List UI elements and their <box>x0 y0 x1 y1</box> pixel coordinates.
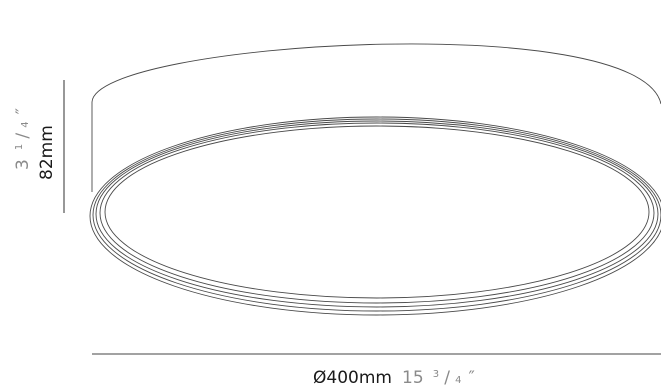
height-imperial-label: 3 1 / 4 ″ <box>7 108 33 170</box>
diffuser-ring-fourth <box>99 122 655 304</box>
diffuser-ring-third <box>95 120 659 308</box>
fixture-top-rim <box>91 43 661 105</box>
diffuser-rings <box>89 116 661 316</box>
diffuser-ring-inner <box>104 125 650 299</box>
diffuser-ring-second <box>92 118 661 312</box>
height-dimension: 82mm 3 1 / 4 ″ <box>7 80 65 213</box>
height-metric-label: 82mm <box>37 125 57 180</box>
diameter-dimension: Ø400mm 15 3 / 4 ″ <box>92 353 661 388</box>
diameter-label: Ø400mm 15 3 / 4 ″ <box>313 362 475 388</box>
diffuser-ring-outer <box>89 116 661 316</box>
fixture-outline <box>91 43 661 192</box>
